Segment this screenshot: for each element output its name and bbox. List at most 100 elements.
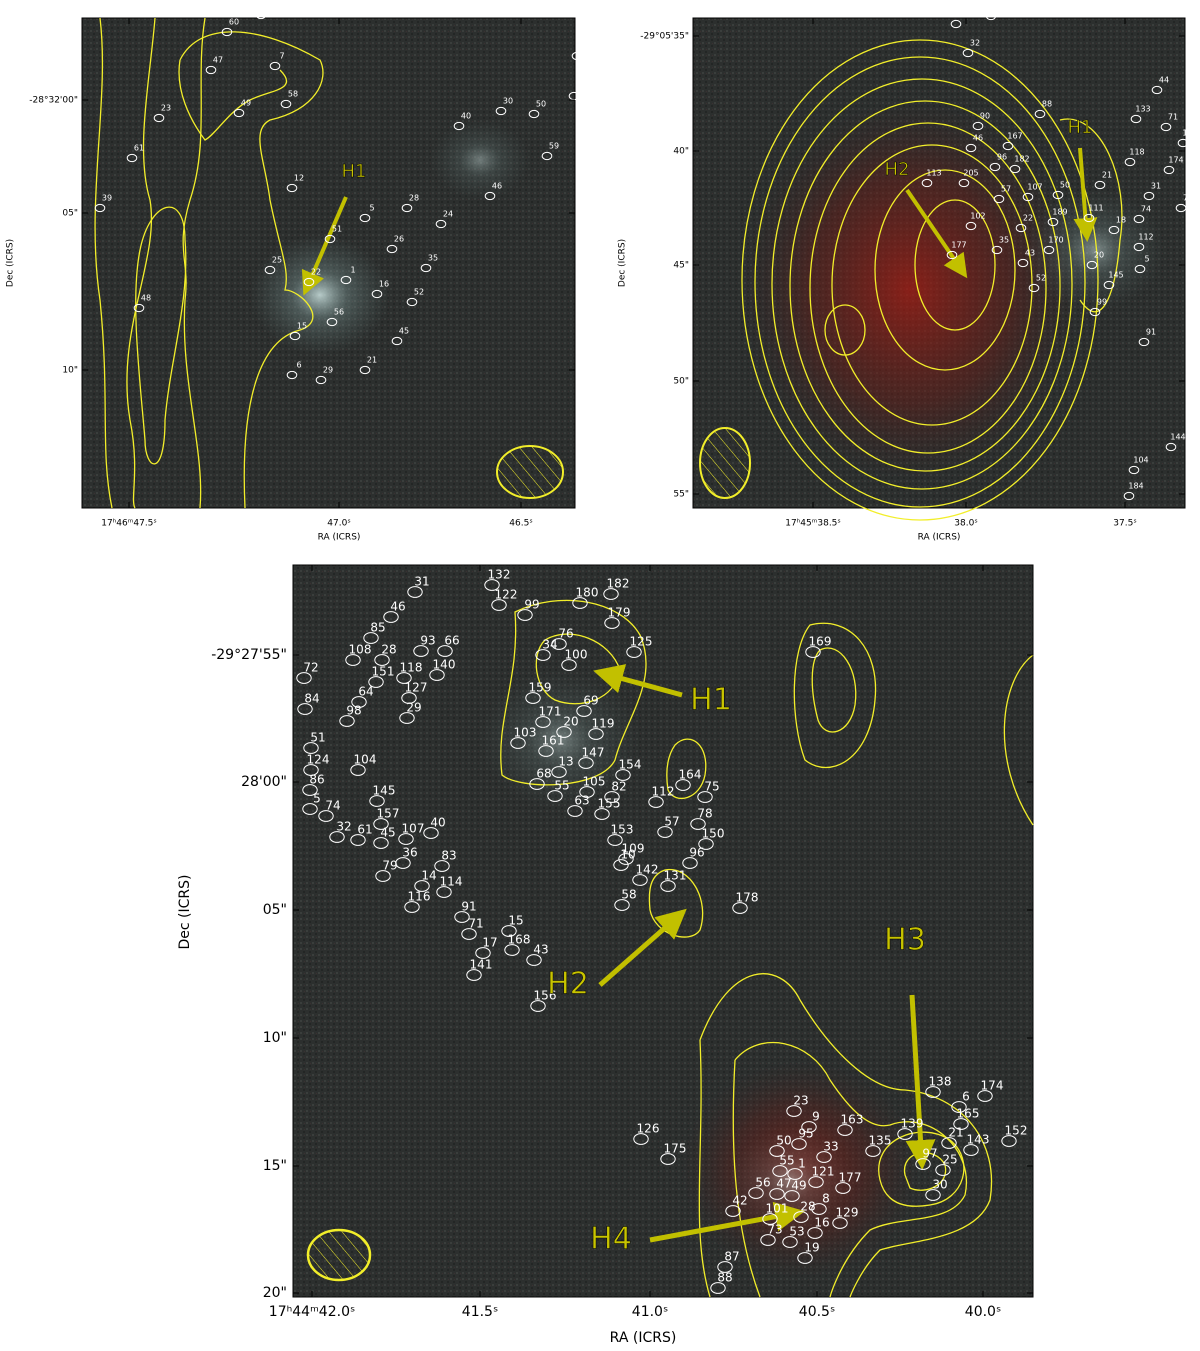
- y-tick-label: 55": [673, 490, 689, 500]
- source-label: 155: [598, 797, 621, 811]
- source-label: 48: [141, 294, 151, 303]
- source-ellipse: [935, 1164, 951, 1176]
- x-tick-label: 17ʰ46ᵐ47.5ˢ: [101, 519, 157, 529]
- source-ellipse: [1015, 223, 1027, 233]
- source-ellipse: [1130, 114, 1142, 124]
- source-label: 96: [689, 846, 704, 860]
- source-label: 101: [766, 1202, 789, 1216]
- arrow: [649, 1201, 805, 1243]
- source-ellipse: [657, 826, 673, 838]
- contours: [741, 39, 1123, 521]
- source-ellipse: [953, 1118, 969, 1130]
- emission: [730, 1130, 850, 1230]
- arrow: [905, 994, 936, 1170]
- source-ellipse: [791, 1138, 807, 1150]
- region-label: H1: [1068, 117, 1093, 138]
- source-ellipse: [1009, 164, 1021, 174]
- source-ellipse: [324, 234, 336, 244]
- source-label: 142: [636, 863, 659, 877]
- source-ellipse: [255, 10, 267, 20]
- region-label: H2: [885, 159, 910, 180]
- source-label: 118: [400, 661, 423, 675]
- source-ellipse: [921, 178, 933, 188]
- source-ellipse: [660, 880, 676, 892]
- source-ellipse: [233, 108, 245, 118]
- y-axis-label: Dec (ICRS): [6, 239, 16, 287]
- y-tick-label: 50": [673, 377, 689, 387]
- source-label: 25: [942, 1153, 957, 1167]
- source-label: 74: [1141, 205, 1151, 214]
- source-label: 6: [962, 1090, 970, 1104]
- source-ellipse: [1047, 217, 1059, 227]
- source-label: 45: [399, 327, 409, 336]
- source-label: 168: [508, 933, 531, 947]
- source-ellipse: [1143, 191, 1155, 201]
- source-ellipse: [466, 969, 482, 981]
- source-ellipse: [614, 899, 630, 911]
- x-tick-label: 37.5ˢ: [1113, 519, 1136, 529]
- source-label: 88: [1042, 100, 1052, 109]
- source-ellipse: [946, 250, 958, 260]
- source-ellipse: [264, 265, 276, 275]
- source-ellipse: [396, 672, 412, 684]
- source-label: 153: [611, 823, 634, 837]
- source-label: 104: [1133, 456, 1148, 465]
- source-label: 69: [583, 694, 598, 708]
- source-ellipse: [837, 1124, 853, 1136]
- source-ellipse: [1028, 283, 1040, 293]
- source-label: 47: [213, 56, 223, 65]
- source-ellipse: [517, 609, 533, 621]
- source-label: 99: [524, 598, 539, 612]
- y-tick-label: 45": [673, 261, 689, 271]
- y-tick-label: 20": [263, 1285, 287, 1301]
- source-ellipse: [375, 870, 391, 882]
- x-axis-label: RA (ICRS): [610, 1330, 677, 1346]
- source-ellipse: [613, 859, 629, 871]
- source-label: 68: [536, 767, 551, 781]
- source-label: 74: [325, 799, 340, 813]
- source-label: 141: [470, 958, 493, 972]
- source-ellipse: [386, 244, 398, 254]
- source-label: 19: [804, 1241, 819, 1255]
- source-ellipse: [1138, 337, 1150, 347]
- source-ellipse: [762, 1213, 778, 1225]
- source-label: 24: [443, 210, 453, 219]
- source-label: 129: [836, 1206, 859, 1220]
- x-tick-label: 17ʰ45ᵐ38.5ˢ: [785, 519, 841, 529]
- source-ellipse: [407, 586, 423, 598]
- source-ellipse: [1083, 213, 1095, 223]
- source-label: 132: [488, 568, 511, 582]
- beam: [699, 427, 751, 499]
- source-label: 121: [812, 1165, 835, 1179]
- x-axis-label: RA (ICRS): [318, 533, 361, 543]
- source-label: 60: [229, 18, 239, 27]
- source-ellipse: [297, 703, 313, 715]
- source-ellipse: [303, 764, 319, 776]
- source-ellipse: [962, 48, 974, 58]
- source-ellipse: [1151, 85, 1163, 95]
- source-label: 46: [973, 134, 983, 143]
- arrow: [905, 188, 968, 279]
- source-ellipse: [915, 1158, 931, 1170]
- source-label: 21: [367, 356, 377, 365]
- source-label: 66: [444, 634, 459, 648]
- region-label: H2: [547, 967, 589, 1002]
- arrow: [593, 664, 683, 698]
- source-label: 113: [926, 169, 941, 178]
- x-tick-label: 46.5ˢ: [509, 519, 532, 529]
- source-ellipse: [941, 1137, 957, 1149]
- source-label: 22: [311, 268, 321, 277]
- source-ellipse: [632, 874, 648, 886]
- source-ellipse: [772, 1165, 788, 1177]
- source-label: 171: [539, 705, 562, 719]
- contours: [500, 599, 1034, 1298]
- region-label: H3: [884, 923, 926, 958]
- source-label: 63: [574, 794, 589, 808]
- source-label: 91: [461, 900, 476, 914]
- source-label: 116: [408, 890, 431, 904]
- source-label: 73: [767, 1223, 782, 1237]
- source-ellipse: [1160, 122, 1172, 132]
- source-label: 159: [529, 681, 552, 695]
- source-ellipse: [925, 1086, 941, 1098]
